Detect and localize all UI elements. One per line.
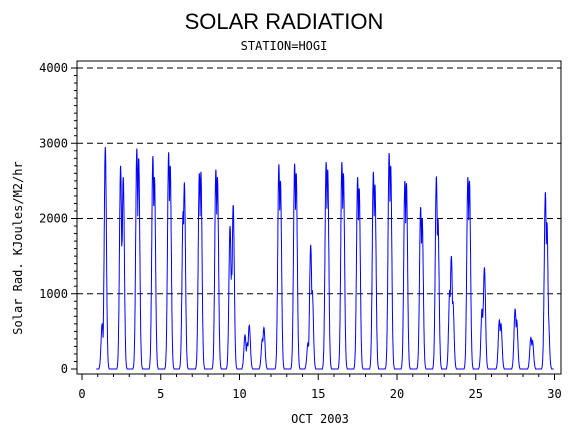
y-axis-label: Solar Rad. KJoules/M2/hr [11, 161, 25, 334]
y-tick-label: 0 [61, 362, 68, 376]
y-tick-label: 4000 [39, 61, 68, 75]
solar-radiation-line [96, 146, 554, 370]
y-tick-label: 2000 [39, 212, 68, 226]
x-tick-label: 20 [390, 387, 404, 401]
x-tick-label: 5 [157, 387, 164, 401]
chart-subtitle: STATION=HOGI [241, 39, 328, 53]
x-tick-label: 10 [232, 387, 246, 401]
grid-lines [77, 67, 561, 295]
x-tick-label: 15 [311, 387, 325, 401]
y-tick-label: 1000 [39, 287, 68, 301]
x-axis-label: OCT 2003 [291, 412, 349, 426]
data-line-group [96, 146, 554, 370]
plot-frame [76, 60, 562, 375]
y-tick-label: 3000 [39, 136, 68, 150]
chart-title: SOLAR RADIATION [185, 9, 384, 34]
x-tick-label: 30 [547, 387, 561, 401]
x-tick-label: 25 [469, 387, 483, 401]
x-tick-label: 0 [78, 387, 85, 401]
y-axis: 0 1000 2000 3000 4000 [39, 61, 77, 376]
x-axis: 0 5 10 15 20 25 30 [78, 374, 562, 401]
